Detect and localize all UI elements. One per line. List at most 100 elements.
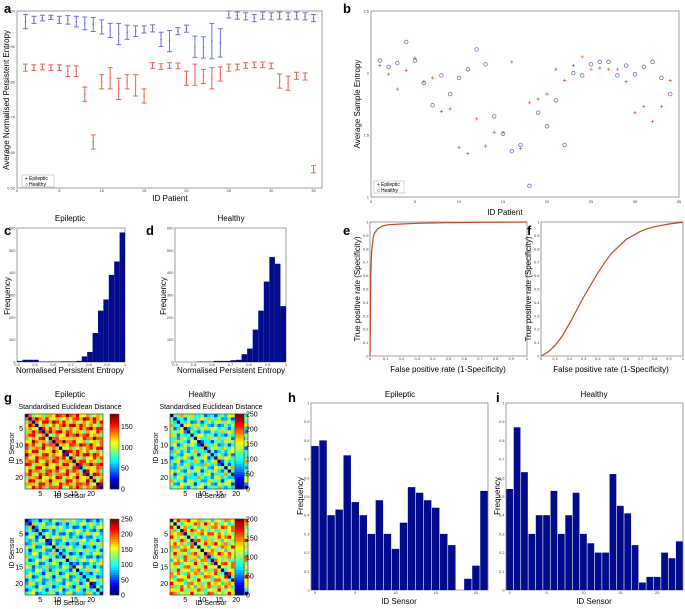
heatmap-cell [75, 588, 80, 592]
heatmap-cell [96, 459, 100, 464]
point-epileptic [395, 87, 399, 91]
bar [472, 565, 480, 590]
heatmap-cell [86, 417, 90, 421]
heatmap-cell [214, 433, 218, 437]
heatmap-cell [214, 449, 218, 454]
heatmap-cell [170, 558, 174, 563]
heatmap-cell [86, 555, 90, 559]
heatmap-cell [72, 443, 76, 447]
colorbar-segment [235, 562, 244, 565]
heatmap-cell [207, 417, 211, 421]
heatmap-cell [58, 459, 63, 464]
heatmap-cell [197, 420, 201, 424]
heatmap-cell [35, 538, 39, 543]
heatmap-cell [31, 581, 36, 586]
y-tick: 0.8 [534, 246, 540, 251]
heatmap-x-tick: 15 [215, 597, 223, 604]
heatmap-cell [214, 453, 218, 457]
heatmap-cell [193, 558, 198, 563]
colorbar-tick: 50 [246, 472, 254, 479]
heatmap-cell [227, 485, 232, 490]
heatmap-cell [86, 558, 90, 563]
heatmap-cell [183, 581, 188, 586]
heatmap-cell [45, 552, 49, 556]
heatmap-cell [193, 535, 198, 539]
heatmap-cell [35, 535, 39, 539]
heatmap-cell [96, 456, 100, 460]
point-healthy [202, 46, 205, 49]
heatmap-cell [31, 436, 36, 441]
heatmap-cell [173, 591, 177, 596]
bar [114, 261, 120, 362]
heatmap-cell [52, 522, 56, 526]
colorbar-segment [235, 524, 244, 527]
heatmap-cell [28, 552, 32, 556]
heatmap-cell [58, 571, 63, 576]
heatmap-cell [173, 417, 177, 421]
heatmap-cell [92, 525, 97, 530]
heatmap-cell [173, 588, 177, 592]
heatmap-cell [180, 469, 184, 473]
heatmap-cell [214, 443, 218, 447]
heatmap-cell [38, 535, 43, 539]
x-tick: 0.9 [265, 362, 271, 367]
heatmap-cell [79, 588, 83, 592]
heatmap-cell [193, 588, 198, 592]
point-epileptic [117, 88, 120, 90]
heatmap-cell [92, 575, 97, 579]
bar [219, 360, 225, 362]
heatmap-cell [231, 462, 235, 467]
heatmap-cell [48, 417, 53, 421]
colorbar-segment [235, 449, 244, 452]
colorbar-segment [235, 529, 244, 532]
heatmap-cell [38, 449, 43, 454]
heatmap-cell [227, 459, 232, 464]
colorbar-segment [110, 459, 119, 462]
heatmap-cell [62, 528, 66, 533]
heatmap-cell [65, 443, 70, 447]
bar [653, 576, 661, 590]
heatmap-cell [180, 519, 184, 523]
heatmap-cell [207, 568, 211, 572]
heatmap-cell [86, 433, 90, 437]
x-axis-label-d: Normalised Persistent Entropy [177, 366, 285, 375]
colorbar-segment [235, 426, 244, 430]
heatmap-cell [69, 443, 73, 447]
heatmap-cell [25, 555, 29, 559]
heatmap-cell [203, 552, 208, 556]
bar [98, 310, 104, 362]
heatmap-cell [170, 453, 174, 457]
point-epileptic [642, 104, 646, 109]
heatmap-cell [210, 420, 215, 424]
heatmap-cell [75, 522, 80, 526]
heatmap-cell [72, 535, 76, 539]
heatmap-cell [52, 535, 56, 539]
heatmap-cell [200, 440, 205, 444]
heatmap-cell [89, 453, 93, 457]
x-tick: 0.6 [50, 362, 56, 367]
bar [87, 351, 93, 362]
point-epileptic [624, 80, 628, 84]
heatmap-cell [197, 565, 201, 569]
heatmap-cell [217, 453, 221, 457]
heatmap-cell [193, 568, 198, 572]
heatmap-cell [48, 538, 53, 543]
heatmap-cell [62, 449, 66, 454]
heatmap-cell [231, 588, 235, 592]
heatmap-cell [231, 532, 235, 536]
heatmap-cell [170, 479, 174, 483]
heatmap-cell [41, 552, 46, 556]
heatmap-cell [79, 472, 83, 477]
heatmap-cell [224, 552, 228, 556]
heatmap-cell [35, 417, 39, 421]
heatmap-cell [52, 472, 56, 477]
heatmap-cell [176, 542, 181, 546]
heatmap-cell [224, 591, 228, 596]
y-tick: 100 [167, 337, 174, 342]
legend-a: + Epileptic ○ Healthy [21, 174, 55, 188]
heatmap-cell [48, 548, 53, 553]
heatmap-cell [197, 519, 201, 523]
heatmap-cell [69, 568, 73, 572]
heatmap-cell [176, 528, 181, 533]
heatmap-cell [28, 578, 32, 582]
